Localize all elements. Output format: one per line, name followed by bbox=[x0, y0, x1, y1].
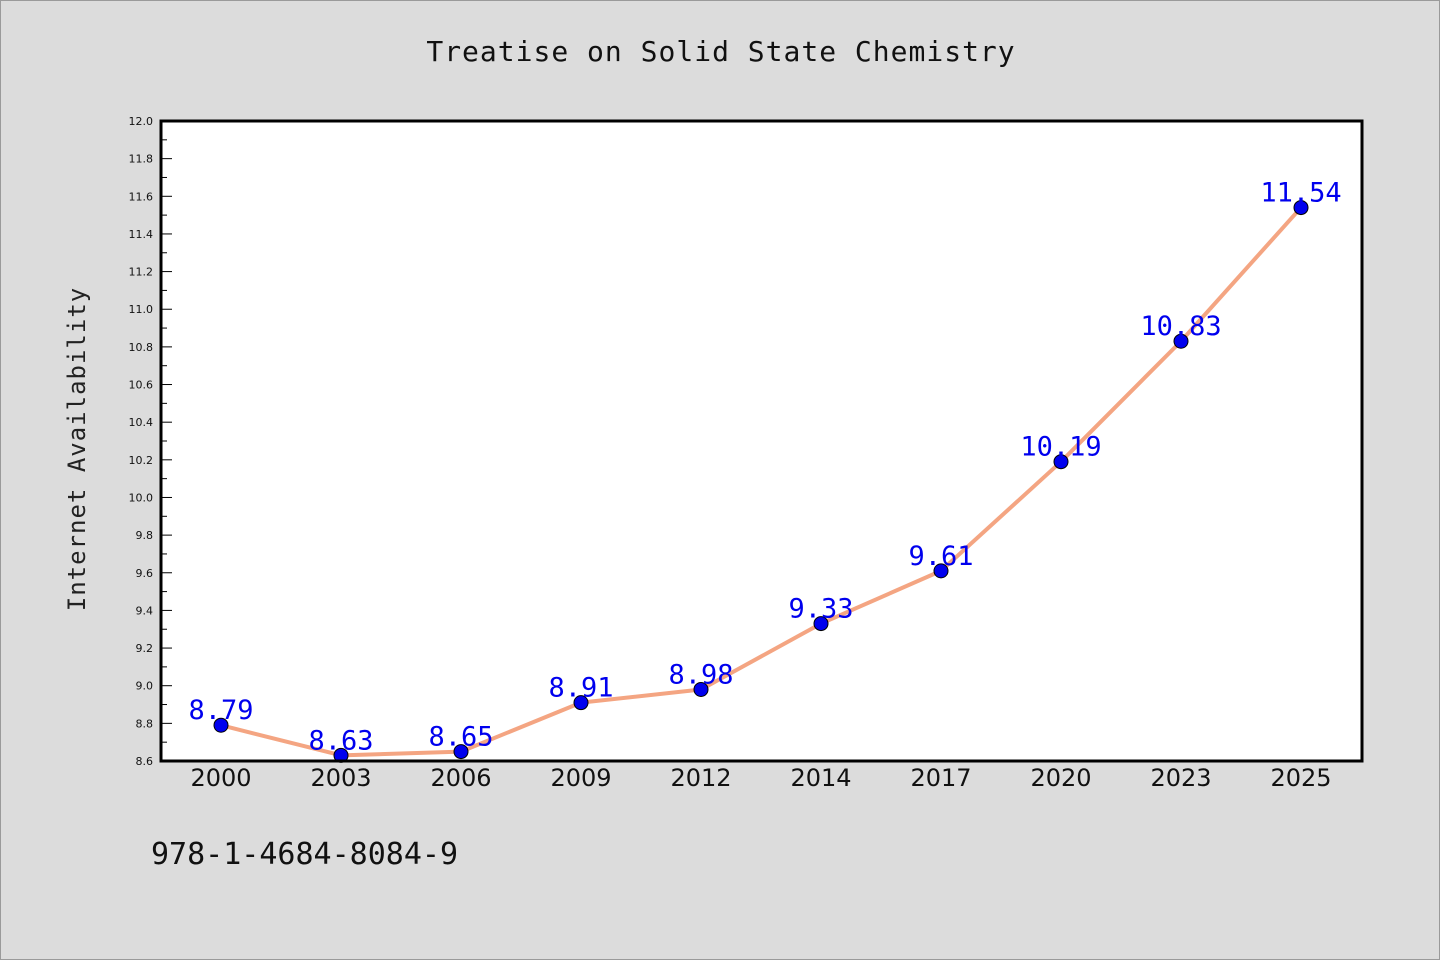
data-point bbox=[813, 616, 829, 632]
y-tick-label: 8.8 bbox=[136, 717, 154, 730]
data-label: 9.61 bbox=[908, 541, 973, 572]
y-tick-label: 11.4 bbox=[129, 228, 154, 241]
y-tick-label: 9.2 bbox=[136, 642, 154, 655]
chart-title: Treatise on Solid State Chemistry bbox=[426, 35, 1016, 68]
y-tick-label: 11.2 bbox=[129, 266, 154, 279]
data-point bbox=[693, 681, 709, 697]
data-point bbox=[213, 717, 229, 733]
series-line bbox=[219, 205, 1303, 758]
x-tick-label: 2003 bbox=[310, 764, 371, 792]
y-tick-label: 11.6 bbox=[129, 190, 154, 203]
data-point bbox=[1173, 333, 1189, 349]
y-tick-label: 9.6 bbox=[136, 567, 154, 580]
data-point bbox=[573, 695, 589, 711]
x-tick-label: 2020 bbox=[1030, 764, 1091, 792]
x-tick-label: 2006 bbox=[430, 764, 491, 792]
x-tick-label: 2009 bbox=[550, 764, 611, 792]
y-tick-label: 10.2 bbox=[129, 454, 154, 467]
y-tick-label: 11.8 bbox=[129, 153, 154, 166]
y-tick-label: 9.8 bbox=[136, 529, 154, 542]
y-tick-label: 9.0 bbox=[136, 680, 154, 693]
y-tick-label: 8.6 bbox=[136, 755, 154, 768]
data-label: 10.83 bbox=[1140, 311, 1221, 342]
y-tick-label: 10.8 bbox=[129, 341, 154, 354]
y-tick-label: 11.0 bbox=[129, 303, 154, 316]
data-point bbox=[453, 744, 469, 760]
data-label: 8.63 bbox=[308, 725, 373, 756]
data-label: 8.91 bbox=[548, 673, 613, 704]
y-tick-label: 12.0 bbox=[129, 115, 154, 128]
isbn-footnote: 978-1-4684-8084-9 bbox=[151, 837, 459, 872]
x-tick-label: 2025 bbox=[1270, 764, 1331, 792]
data-label: 9.33 bbox=[788, 594, 853, 625]
plot-frame bbox=[159, 119, 1364, 763]
x-tick-label: 2014 bbox=[790, 764, 851, 792]
plot-area bbox=[161, 121, 1362, 761]
y-tick-label: 10.0 bbox=[129, 491, 154, 504]
data-label: 10.19 bbox=[1020, 432, 1101, 463]
data-point bbox=[1293, 200, 1309, 216]
x-tick-label: 2023 bbox=[1150, 764, 1211, 792]
y-tick-label: 9.4 bbox=[136, 604, 154, 617]
x-tick-label: 2000 bbox=[190, 764, 251, 792]
y-tick-label: 10.4 bbox=[129, 416, 154, 429]
data-point bbox=[933, 563, 949, 579]
y-tick-label: 10.6 bbox=[129, 379, 154, 392]
data-point bbox=[1053, 454, 1069, 470]
data-label: 11.54 bbox=[1260, 178, 1341, 209]
data-label: 8.65 bbox=[428, 722, 493, 753]
x-tick-label: 2017 bbox=[910, 764, 971, 792]
x-tick-label: 2012 bbox=[670, 764, 731, 792]
data-label: 8.79 bbox=[188, 695, 253, 726]
data-label: 8.98 bbox=[668, 659, 733, 690]
